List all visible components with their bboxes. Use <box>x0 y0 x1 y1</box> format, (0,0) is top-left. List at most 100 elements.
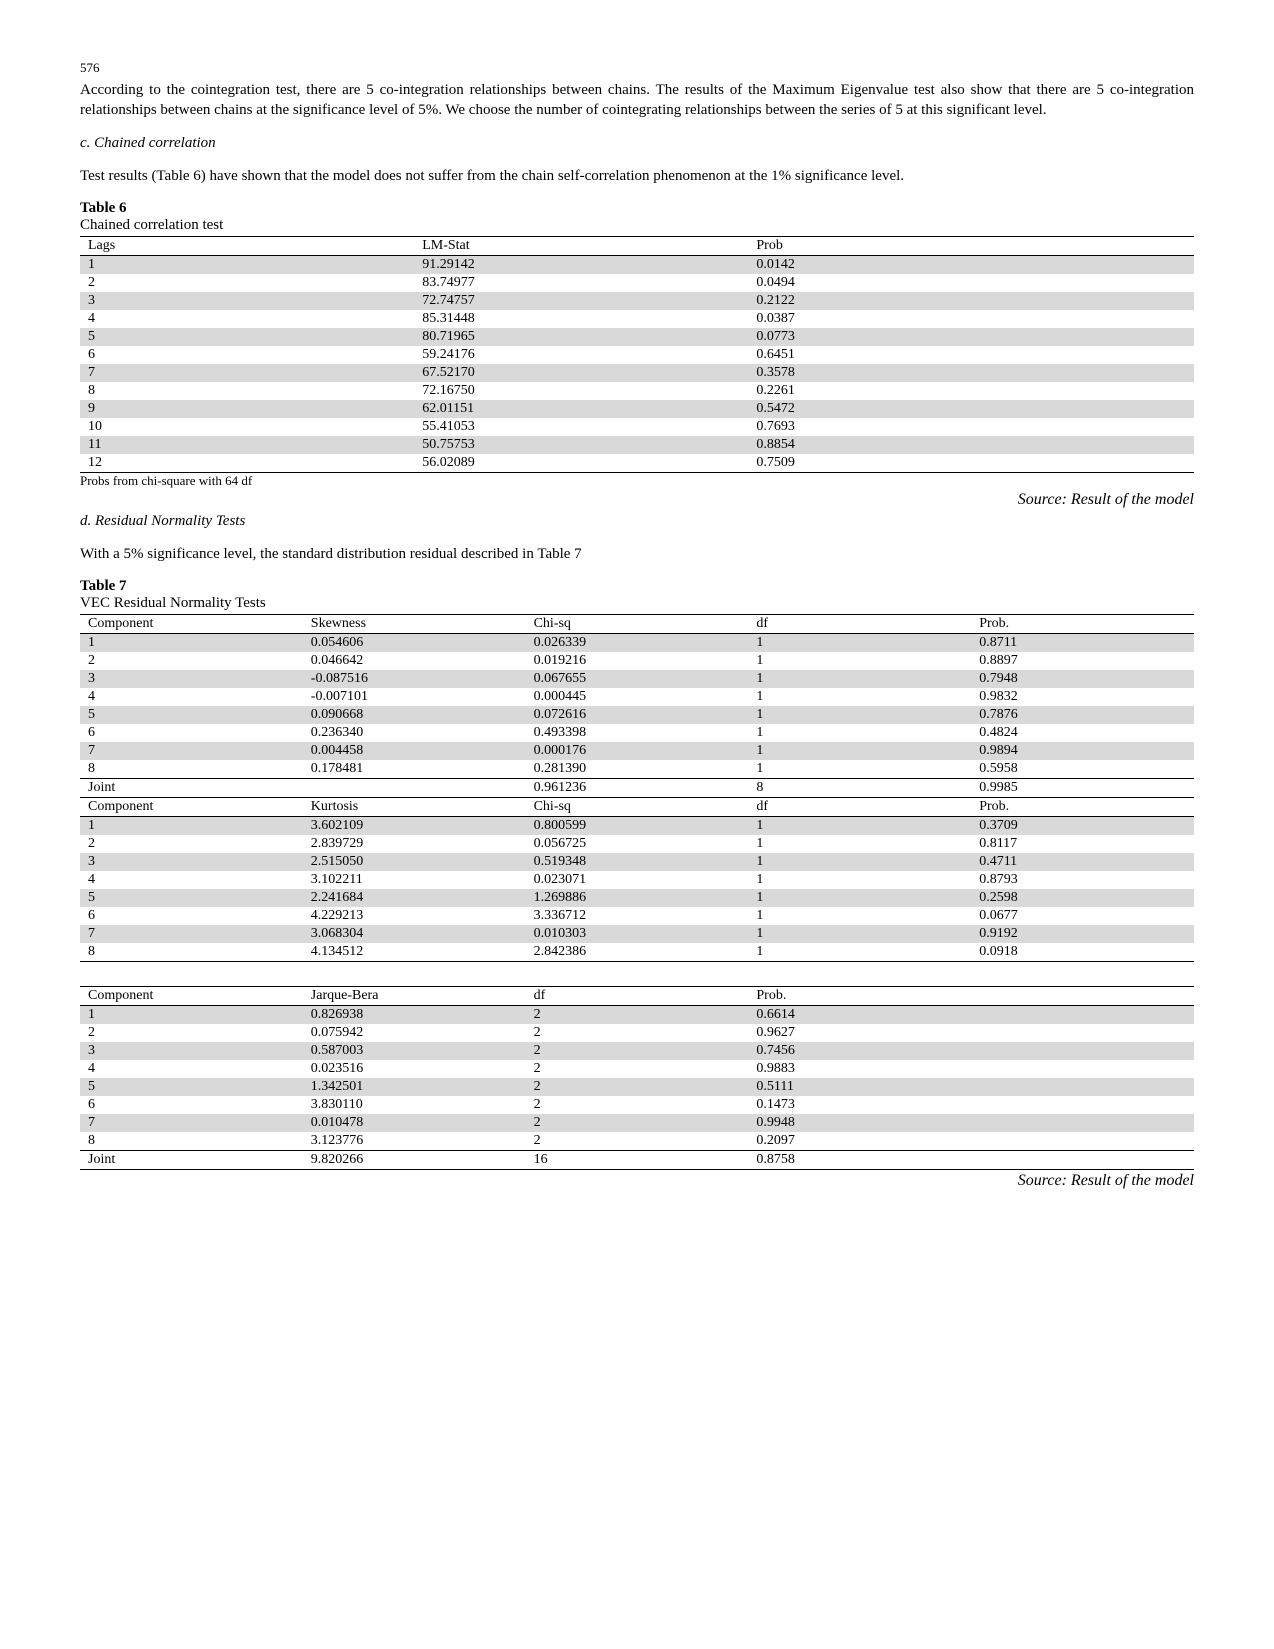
table-cell: 0.004458 <box>303 742 526 760</box>
table-cell: 2.241684 <box>303 889 526 907</box>
table-cell: 0.0773 <box>748 328 1194 346</box>
table-cell: Joint <box>80 779 303 798</box>
table-cell: 7 <box>80 1114 303 1132</box>
table-cell: 2.839729 <box>303 835 526 853</box>
table-cell: 11 <box>80 436 414 454</box>
table-cell: 0.026339 <box>526 634 749 653</box>
table-cell: 0.8793 <box>971 871 1194 889</box>
table-cell: 4 <box>80 688 303 706</box>
table-cell <box>971 1151 1194 1170</box>
table6-source: Source: Result of the model <box>80 491 1194 509</box>
table-cell: 4 <box>80 1060 303 1078</box>
table-cell: 8 <box>80 943 303 962</box>
table-cell: 0.010303 <box>526 925 749 943</box>
table-cell: 91.29142 <box>414 255 748 274</box>
table-cell: 5 <box>80 328 414 346</box>
table-cell <box>971 1078 1194 1096</box>
table-cell: 0.054606 <box>303 634 526 653</box>
table-cell: 1 <box>748 835 971 853</box>
table-cell: 0.7456 <box>748 1042 971 1060</box>
table-cell: 8 <box>80 1132 303 1151</box>
table-cell: 50.75753 <box>414 436 748 454</box>
table-header-cell: Component <box>80 987 303 1006</box>
table-cell: -0.087516 <box>303 670 526 688</box>
table-cell: 2 <box>526 1006 749 1025</box>
table-cell: 7 <box>80 742 303 760</box>
table-cell: 0.0142 <box>748 255 1194 274</box>
table-cell: 0.023516 <box>303 1060 526 1078</box>
table-cell: 0.178481 <box>303 760 526 779</box>
table-cell: 0.023071 <box>526 871 749 889</box>
table-cell: 6 <box>80 907 303 925</box>
table-cell: 0.8758 <box>748 1151 971 1170</box>
table-header-cell: Prob <box>748 236 1194 255</box>
table-header-cell: df <box>748 798 971 817</box>
table-cell: 0.010478 <box>303 1114 526 1132</box>
table-cell: 6 <box>80 1096 303 1114</box>
table-cell <box>971 1006 1194 1025</box>
table-cell: Joint <box>80 1151 303 1170</box>
table-cell: 0.5111 <box>748 1078 971 1096</box>
table-cell: 55.41053 <box>414 418 748 436</box>
table-cell: 2.842386 <box>526 943 749 962</box>
table-cell: 0.9894 <box>971 742 1194 760</box>
table-cell: 1 <box>748 634 971 653</box>
table-header-cell: Chi-sq <box>526 615 749 634</box>
table-cell: 4 <box>80 310 414 328</box>
table-cell: 5 <box>80 1078 303 1096</box>
table-cell: 0.8711 <box>971 634 1194 653</box>
table-cell: 72.74757 <box>414 292 748 310</box>
table-cell: 1 <box>748 742 971 760</box>
table-cell: 1.342501 <box>303 1078 526 1096</box>
table6-note: Probs from chi-square with 64 df <box>80 473 1194 489</box>
table-header-cell <box>971 987 1194 1006</box>
table-cell: 0.075942 <box>303 1024 526 1042</box>
table-cell: 8 <box>80 382 414 400</box>
table-cell <box>971 1024 1194 1042</box>
table-cell: 1 <box>80 1006 303 1025</box>
table-cell: 0.0918 <box>971 943 1194 962</box>
table-cell: 1 <box>748 907 971 925</box>
table-cell: 83.74977 <box>414 274 748 292</box>
table-cell: 0.9883 <box>748 1060 971 1078</box>
table-cell: 0.3709 <box>971 817 1194 836</box>
table-cell: -0.007101 <box>303 688 526 706</box>
table-header-cell: df <box>526 987 749 1006</box>
table-cell: 2 <box>80 835 303 853</box>
table-cell: 1 <box>748 817 971 836</box>
table-header-cell: df <box>748 615 971 634</box>
table-cell: 0.1473 <box>748 1096 971 1114</box>
table-cell: 0.5958 <box>971 760 1194 779</box>
table-header-cell: Component <box>80 615 303 634</box>
table-cell: 5 <box>80 889 303 907</box>
table-cell: 3.336712 <box>526 907 749 925</box>
table-cell: 1 <box>748 688 971 706</box>
table-cell: 2 <box>526 1042 749 1060</box>
table-cell: 1 <box>80 255 414 274</box>
table-cell: 6 <box>80 724 303 742</box>
section-c-paragraph: Test results (Table 6) have shown that t… <box>80 166 1194 186</box>
table7-block1-2: ComponentSkewnessChi-sqdfProb.10.0546060… <box>80 614 1194 962</box>
table-cell: 56.02089 <box>414 454 748 473</box>
table-cell: 2 <box>526 1060 749 1078</box>
table-cell: 4.229213 <box>303 907 526 925</box>
table-cell: 1 <box>80 634 303 653</box>
table-cell: 0.236340 <box>303 724 526 742</box>
table7-label: Table 7 <box>80 578 1194 595</box>
table-cell: 0.800599 <box>526 817 749 836</box>
table-cell: 4.134512 <box>303 943 526 962</box>
table-cell <box>971 1132 1194 1151</box>
table-cell: 8 <box>748 779 971 798</box>
table-cell: 6 <box>80 346 414 364</box>
table-cell: 0.9627 <box>748 1024 971 1042</box>
table-cell: 0.2261 <box>748 382 1194 400</box>
table-cell: 3 <box>80 853 303 871</box>
table-cell: 0.8117 <box>971 835 1194 853</box>
table-cell: 0.2122 <box>748 292 1194 310</box>
intro-paragraph: According to the cointegration test, the… <box>80 80 1194 121</box>
table-cell: 0.067655 <box>526 670 749 688</box>
table-cell: 2 <box>526 1078 749 1096</box>
table-header-cell: LM-Stat <box>414 236 748 255</box>
table-header-cell: Lags <box>80 236 414 255</box>
table-cell: 0.0494 <box>748 274 1194 292</box>
